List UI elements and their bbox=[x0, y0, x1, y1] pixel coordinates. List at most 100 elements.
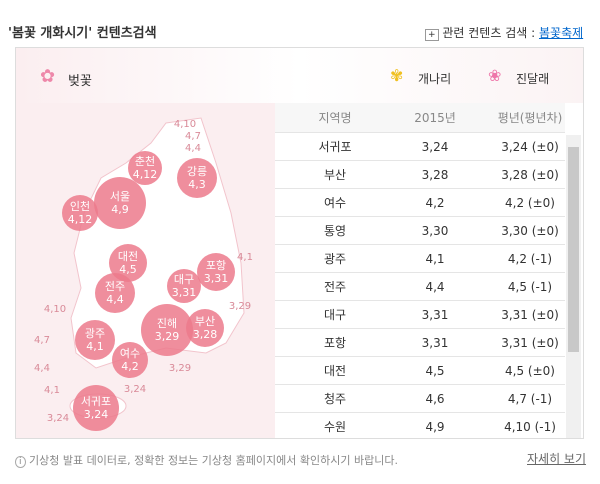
cell: 대전 bbox=[275, 357, 395, 385]
bubble bbox=[73, 385, 119, 431]
city: 서귀포 bbox=[81, 395, 111, 408]
cell: 4,7 (-1) bbox=[475, 385, 565, 413]
cell: 4,2 bbox=[395, 189, 475, 217]
note: 기상청 발표 데이터로, 정확한 정보는 기상청 홈페이지에서 확인하시기 바랍… bbox=[29, 454, 398, 467]
date: 3,31 bbox=[204, 272, 229, 285]
cell: 수원 bbox=[275, 413, 395, 438]
contour-label: 4,7 bbox=[185, 131, 201, 142]
cell: 서귀포 bbox=[275, 133, 395, 161]
bubble bbox=[112, 342, 148, 378]
date: 4,2 bbox=[121, 360, 139, 373]
header-cell: 2015년 bbox=[395, 103, 475, 133]
bubble bbox=[141, 304, 193, 356]
cell: 3,30 bbox=[395, 217, 475, 245]
contour-label: 4,4 bbox=[185, 143, 201, 154]
header-cell: 평년(평년차) bbox=[475, 103, 565, 133]
table: 지역명 2015년 평년(평년차) 서귀포 3,24 3,24 (±0) 부산 3,28 3,2… bbox=[275, 103, 565, 438]
city: 인천 bbox=[70, 199, 90, 213]
related-link[interactable]: 봄꽃축제 bbox=[538, 26, 584, 40]
icon: + bbox=[425, 29, 439, 41]
cell: 청주 bbox=[275, 385, 395, 413]
date: 3,31 bbox=[172, 286, 197, 299]
city: 광주 bbox=[85, 327, 105, 340]
tab[interactable]: 진달래 bbox=[516, 72, 550, 86]
header-cell: 지역명 bbox=[275, 103, 395, 133]
cell: 3,30 (±0) bbox=[475, 217, 565, 245]
more-link[interactable]: 자세히 보기 bbox=[527, 452, 587, 466]
tab[interactable]: 개나리 bbox=[418, 72, 452, 86]
related: + 관련 컨텐츠 검색 : 봄꽃축제 bbox=[425, 24, 583, 41]
tab[interactable]: 벚꽃 bbox=[68, 74, 92, 89]
date: 4,9 bbox=[111, 203, 129, 216]
cell: 광주 bbox=[275, 245, 395, 273]
cell: 4,2 (±0) bbox=[475, 189, 565, 217]
date: 4,1 bbox=[86, 340, 104, 353]
bubble bbox=[197, 253, 235, 291]
cell: 3,28 (±0) bbox=[475, 161, 565, 189]
cell: 부산 bbox=[275, 161, 395, 189]
cell: 4,10 (-1) bbox=[475, 413, 565, 438]
contour-label: 4,10 bbox=[174, 119, 196, 130]
contour-label: 4,4 bbox=[34, 363, 50, 374]
contour-label: 4,7 bbox=[34, 335, 50, 346]
cell: 4,5 bbox=[395, 357, 475, 385]
cell: 대구 bbox=[275, 301, 395, 329]
cell: 4,5 (-1) bbox=[475, 273, 565, 301]
bubble bbox=[177, 158, 217, 198]
city: 대구 bbox=[174, 273, 194, 286]
cell: 4,5 (±0) bbox=[475, 357, 565, 385]
contour-label: 3,29 bbox=[229, 301, 251, 312]
date: 3,29 bbox=[155, 330, 180, 343]
contour-label: 4,1 bbox=[237, 252, 253, 263]
date: 4,12 bbox=[68, 213, 93, 226]
contour-label: 3,24 bbox=[47, 413, 69, 424]
flower-icon: ❀ bbox=[488, 66, 502, 85]
city: 서울 bbox=[110, 190, 130, 203]
content-box bbox=[15, 47, 584, 439]
cell: 전주 bbox=[275, 273, 395, 301]
city: 강릉 bbox=[187, 165, 207, 178]
cell: 3,24 bbox=[395, 133, 475, 161]
city: 포항 bbox=[206, 259, 226, 272]
date: 4,4 bbox=[106, 293, 124, 306]
contour-label: 4,1 bbox=[44, 385, 60, 396]
cell: 포항 bbox=[275, 329, 395, 357]
cell: 4,6 bbox=[395, 385, 475, 413]
bubble bbox=[94, 177, 146, 229]
scroll-thumb[interactable] bbox=[568, 147, 579, 352]
cell: 통영 bbox=[275, 217, 395, 245]
date: 4,3 bbox=[188, 178, 206, 191]
city: 부산 bbox=[195, 315, 215, 328]
related-label: 관련 컨텐츠 검색 : bbox=[442, 26, 536, 40]
bubble bbox=[109, 244, 147, 282]
scrollbar[interactable] bbox=[566, 135, 581, 438]
city: 전주 bbox=[105, 280, 125, 293]
bubble bbox=[186, 309, 224, 347]
city: 대전 bbox=[118, 250, 138, 263]
tab-bar bbox=[16, 48, 583, 103]
city: 진해 bbox=[157, 316, 177, 330]
date: 3,24 bbox=[84, 408, 109, 421]
date: 4,12 bbox=[133, 168, 158, 181]
contour-label: 3,29 bbox=[169, 363, 191, 374]
cell: 3,31 bbox=[395, 301, 475, 329]
date: 4,5 bbox=[119, 263, 137, 276]
cell: 4,4 bbox=[395, 273, 475, 301]
bubble bbox=[128, 151, 162, 185]
bubble bbox=[62, 195, 98, 231]
cell: 4,1 bbox=[395, 245, 475, 273]
city: 여수 bbox=[120, 347, 140, 360]
bubble bbox=[95, 273, 135, 313]
city: 춘천 bbox=[135, 154, 155, 168]
cell: 3,31 (±0) bbox=[475, 301, 565, 329]
cell: 3,31 (±0) bbox=[475, 329, 565, 357]
flower-icon: ✿ bbox=[40, 66, 56, 87]
title: '봄꽃 개화시기' 컨텐츠검색 bbox=[8, 26, 157, 41]
cell: 4,2 (-1) bbox=[475, 245, 565, 273]
bubble bbox=[167, 269, 201, 303]
cell: 3,28 bbox=[395, 161, 475, 189]
bubble bbox=[75, 320, 115, 360]
contour-label: 4,10 bbox=[44, 304, 66, 315]
